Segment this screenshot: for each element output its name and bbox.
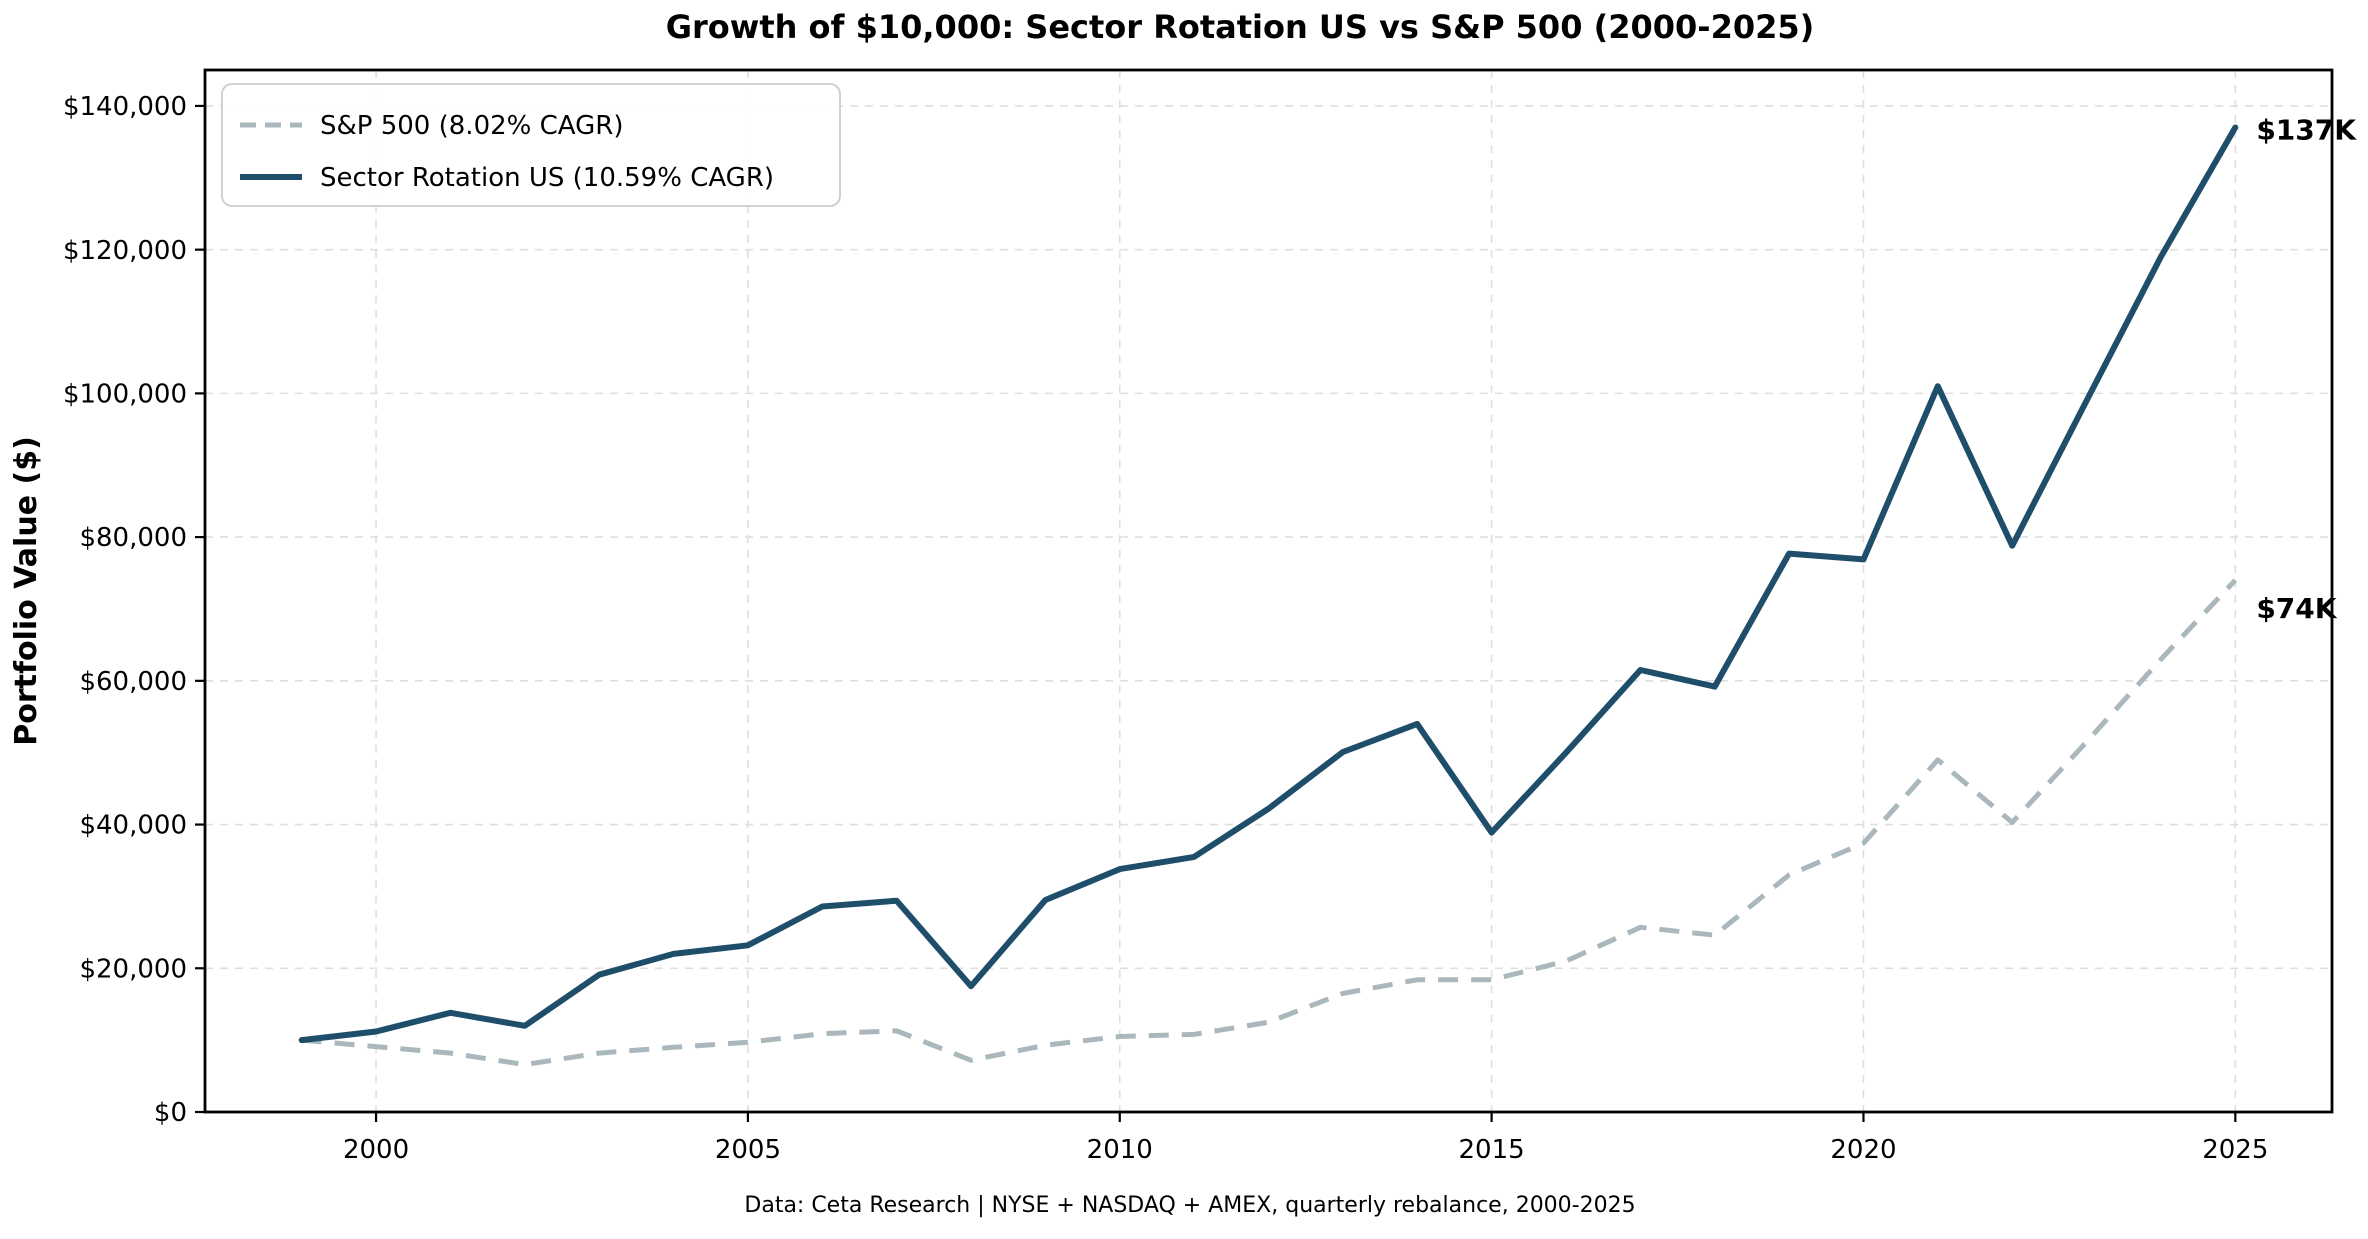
legend-label-sp500: S&P 500 (8.02% CAGR) [320, 111, 623, 141]
x-tick-label: 2005 [715, 1135, 781, 1165]
y-tick-label: $20,000 [79, 954, 187, 984]
y-tick-label: $80,000 [79, 523, 187, 553]
y-tick-label: $40,000 [79, 811, 187, 841]
end-label-sp500: $74K [2256, 592, 2337, 625]
gridlines [205, 70, 2332, 1112]
x-tick-label: 2025 [2202, 1135, 2268, 1165]
series-lines [298, 124, 2239, 1068]
end-label-sector-rotation: $137K [2256, 113, 2357, 146]
y-tick-label: $100,000 [63, 379, 187, 409]
y-tick-label: $60,000 [79, 667, 187, 697]
series-line-sector-rotation [298, 124, 2239, 1044]
x-tick-label: 2000 [343, 1135, 409, 1165]
series-line-sp500 [301, 578, 2238, 1068]
chart-title: Growth of $10,000: Sector Rotation US vs… [666, 8, 1815, 46]
x-tick-label: 2010 [1087, 1135, 1153, 1165]
legend-box [221, 83, 841, 207]
y-axis-label: Portfolio Value ($) [9, 436, 44, 746]
legend-label-rotation: Sector Rotation US (10.59% CAGR) [320, 163, 774, 193]
x-tick-label: 2020 [1830, 1135, 1896, 1165]
axes-spines [203, 68, 2334, 1114]
y-tick-label: $120,000 [63, 236, 187, 266]
footer-source-note: Data: Ceta Research | NYSE + NASDAQ + AM… [744, 1193, 1635, 1218]
legend: S&P 500 (8.02% CAGR) Sector Rotation US … [221, 83, 841, 207]
x-tick-label: 2015 [1459, 1135, 1525, 1165]
y-tick-label: $0 [154, 1098, 187, 1128]
axis-ticks [195, 104, 2237, 1122]
y-tick-label: $140,000 [63, 92, 187, 122]
plot-border [203, 68, 2334, 1114]
axis-tick-labels: $0 $20,000 $40,000 $60,000 $80,000 $100,000 $1… [63, 92, 2268, 1165]
